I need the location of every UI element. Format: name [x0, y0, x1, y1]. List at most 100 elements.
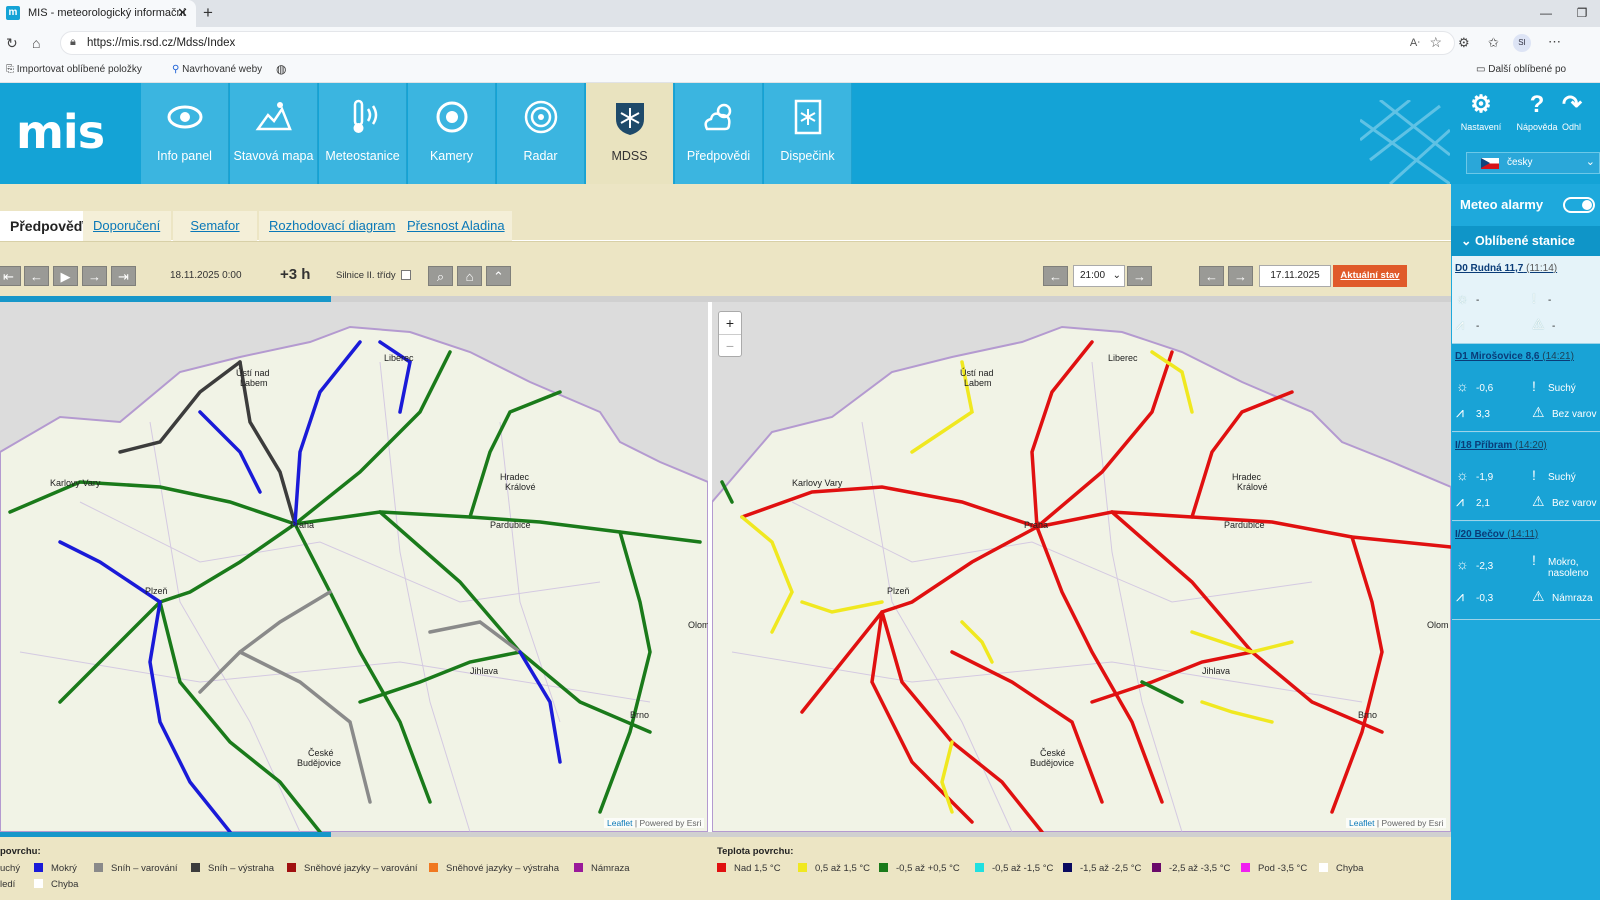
- map-attribution[interactable]: Leaflet | Powered by Esri: [604, 818, 705, 828]
- help-button[interactable]: ? Nápověda: [1512, 88, 1562, 132]
- road-ornament-icon: [1360, 100, 1450, 184]
- last-step-button[interactable]: ⇥: [111, 266, 136, 286]
- nav-radar[interactable]: Radar: [497, 83, 585, 184]
- mis-logo[interactable]: mis: [16, 105, 105, 159]
- minimize-icon[interactable]: —: [1540, 6, 1552, 20]
- tab-doporuceni[interactable]: Doporučení: [83, 211, 171, 241]
- browser-tab[interactable]: m MIS - meteorologický informační ✕: [0, 0, 196, 27]
- favorite-star-icon[interactable]: ☆: [1429, 34, 1442, 50]
- next-step-button[interactable]: →: [82, 266, 107, 286]
- surface-temperature-map-svg: [712, 325, 1451, 832]
- nav-stavova-mapa[interactable]: Stavová mapa: [230, 83, 318, 184]
- legend-label: uchý: [0, 863, 21, 874]
- logout-button[interactable]: ↷ Odhl: [1562, 88, 1600, 132]
- url-field[interactable]: 🔒︎ https://mis.rsd.cz/Mdss/Index Aᐧ ☆: [60, 31, 1455, 55]
- time-select[interactable]: 21:00 ⌄: [1073, 265, 1125, 287]
- nav-kamery[interactable]: Kamery: [408, 83, 496, 184]
- tab-presnost-aladina[interactable]: Přesnost Aladina: [400, 211, 512, 241]
- language-select[interactable]: česky ⌄: [1466, 152, 1600, 174]
- profile-avatar[interactable]: SI: [1513, 34, 1531, 52]
- map-attribution[interactable]: Leaflet | Powered by Esri: [1346, 818, 1447, 828]
- station-name[interactable]: I/20 Bečov (14:11): [1455, 529, 1538, 540]
- station-name[interactable]: D1 Mirošovice 8,6 (14:21): [1455, 351, 1574, 362]
- legend-label: Chyba: [1336, 863, 1364, 874]
- station-time: (14:11): [1507, 529, 1539, 540]
- city-label: Jihlava: [1202, 666, 1231, 676]
- close-tab-icon[interactable]: ✕: [177, 5, 188, 20]
- prev-step-button[interactable]: ←: [24, 266, 49, 286]
- nav-meteostanice[interactable]: Meteostanice: [319, 83, 407, 184]
- air-temp: -2,3: [1476, 561, 1494, 572]
- road-temp: 2,1: [1476, 498, 1490, 509]
- leaflet-link[interactable]: Leaflet: [1349, 818, 1375, 828]
- time-next-button[interactable]: →: [1127, 266, 1152, 286]
- tab-semafor[interactable]: Semafor: [173, 211, 257, 241]
- globe-icon[interactable]: ◍: [276, 62, 287, 76]
- warning-text: -: [1552, 321, 1556, 332]
- date-input[interactable]: 17.11.2025: [1259, 265, 1331, 287]
- legend-item: 0,5 až 1,5 °C: [798, 863, 870, 874]
- timeline-progress[interactable]: [0, 296, 1451, 302]
- tab-rozhodovaci-diagram[interactable]: Rozhodovací diagram: [259, 211, 406, 241]
- other-favorites-item[interactable]: ▭ Další oblíbené po: [1476, 64, 1566, 75]
- zoom-in-button[interactable]: +: [719, 312, 741, 335]
- meteo-alarm-toggle[interactable]: [1563, 197, 1595, 213]
- city-label: Plzeň: [145, 586, 168, 596]
- read-aloud-icon[interactable]: Aᐧ: [1409, 37, 1420, 49]
- current-state-button[interactable]: Aktuální stav: [1333, 265, 1407, 287]
- warning-icon: ⚠: [1532, 316, 1545, 332]
- station-card[interactable]: I/20 Bečov (14:11) ☼ -2,3 ! Mokro, nasolen…: [1452, 522, 1600, 620]
- play-button[interactable]: ▶: [53, 266, 78, 286]
- zoom-search-button[interactable]: ⌕: [428, 266, 453, 286]
- language-label: česky: [1507, 157, 1533, 168]
- restore-icon[interactable]: ❐: [1576, 6, 1588, 20]
- nav-info-panel[interactable]: Info panel: [141, 83, 229, 184]
- favorites-header[interactable]: ⌄ Oblíbené stanice: [1451, 226, 1600, 256]
- settings-button[interactable]: ⚙ Nastavení: [1456, 88, 1506, 132]
- road-condition-map[interactable]: Ústí nad Labem Liberec Karlovy Vary Prah…: [0, 302, 708, 832]
- nav-label: MDSS: [611, 149, 648, 163]
- station-name[interactable]: D0 Rudná 11,7 (11:14): [1455, 263, 1557, 274]
- timeline-progress-bottom[interactable]: [0, 832, 1451, 837]
- road-condition: Suchý: [1548, 472, 1576, 483]
- suggested-sites-item[interactable]: ⚲ Navrhované weby: [172, 64, 262, 75]
- station-name[interactable]: I/18 Příbram (14:20): [1455, 440, 1547, 451]
- station-card[interactable]: D1 Mirošovice 8,6 (14:21) ☼ -0,6 ! Suchý ⩘…: [1452, 344, 1600, 432]
- import-bookmarks-label: Importovat oblíbené položky: [16, 64, 142, 75]
- extensions-icon[interactable]: ⚙: [1458, 35, 1470, 50]
- nav-label: Dispečink: [780, 149, 835, 163]
- favorites-icon[interactable]: ✩: [1488, 35, 1499, 50]
- collapse-up-button[interactable]: ⌃: [486, 266, 511, 286]
- surface-temperature-map[interactable]: Ústí nad Labem Liberec Karlovy Vary Prah…: [712, 302, 1451, 832]
- nav-dispecink[interactable]: Dispečink: [764, 83, 852, 184]
- nav-mdss[interactable]: MDSS: [586, 83, 674, 184]
- new-tab-icon[interactable]: +: [203, 3, 213, 22]
- legend-item: uchý: [0, 863, 20, 874]
- station-card[interactable]: D0 Rudná 11,7 (11:14) ☼ - ! - ⩘ - ⚠ -: [1452, 256, 1600, 344]
- legend-item: Sníh – výstraha: [191, 863, 274, 874]
- leaflet-link[interactable]: Leaflet: [607, 818, 633, 828]
- timeline-progress-fill: [0, 832, 331, 837]
- zoom-out-button[interactable]: −: [725, 338, 735, 354]
- silnice-checkbox[interactable]: [401, 270, 411, 280]
- date-prev-button[interactable]: ←: [1199, 266, 1224, 286]
- first-step-button[interactable]: ⇤: [0, 266, 21, 286]
- import-bookmarks-item[interactable]: ⎘ Importovat oblíbené položky: [6, 64, 142, 75]
- eye-icon: [167, 105, 203, 129]
- refresh-icon[interactable]: ↻: [6, 35, 18, 51]
- station-card[interactable]: I/18 Příbram (14:20) ☼ -1,9 ! Suchý ⩘ 2,1 ⚠…: [1452, 433, 1600, 521]
- legend-label: -2,5 až -3,5 °C: [1169, 863, 1231, 874]
- date-next-button[interactable]: →: [1228, 266, 1253, 286]
- road-condition-map-svg: [0, 325, 708, 832]
- road-temp: 3,3: [1476, 409, 1490, 420]
- home-icon[interactable]: ⌂: [32, 35, 41, 51]
- tab-predpoved[interactable]: Předpověď: [0, 211, 94, 241]
- nav-label: Info panel: [157, 149, 212, 163]
- city-label: Ústí nad: [236, 368, 270, 378]
- nav-predpovedi[interactable]: Předpovědi: [675, 83, 763, 184]
- home-view-button[interactable]: ⌂: [457, 266, 482, 286]
- city-label: Labem: [964, 378, 992, 388]
- time-prev-button[interactable]: ←: [1043, 266, 1068, 286]
- more-menu-icon[interactable]: ⋯: [1548, 34, 1561, 49]
- city-label: Labem: [240, 378, 268, 388]
